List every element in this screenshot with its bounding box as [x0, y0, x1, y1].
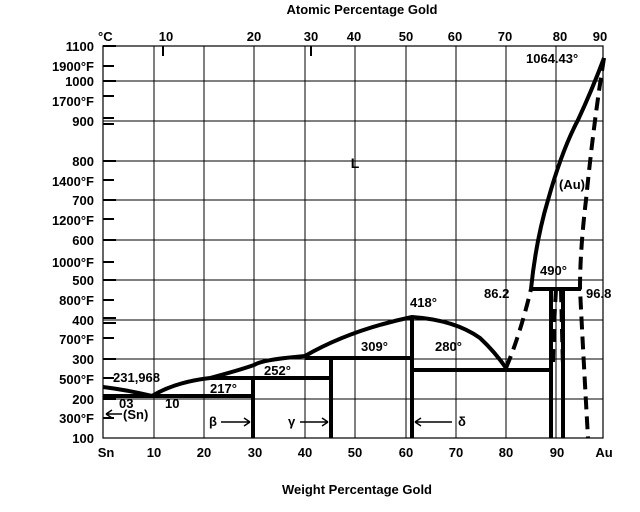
- beta-arrow-icon: [221, 417, 251, 427]
- liquidus-gamma: [209, 354, 306, 380]
- beta-label: β: [209, 414, 217, 429]
- bottom-tick-label: 90: [550, 445, 564, 460]
- peritectic-309-label: 309°: [361, 339, 388, 354]
- plot-frame: [102, 45, 604, 439]
- bottom-tick-label: 30: [248, 445, 262, 460]
- maximum-418-label: 418°: [410, 295, 437, 310]
- top-tick-label: 60: [448, 29, 462, 44]
- peritectic-252-label: 252°: [264, 363, 291, 378]
- celsius-tick-label: 800: [72, 154, 94, 169]
- phase-boundaries: [102, 57, 606, 439]
- bottom-tick-label: Sn: [98, 445, 115, 460]
- gamma-arrow-icon: [300, 417, 329, 427]
- liquidus-delta-dome: [303, 315, 508, 370]
- top-tick-label: 10: [159, 29, 173, 44]
- bottom-tick-label: Au: [595, 445, 612, 460]
- bottom-tick-label: 20: [197, 445, 211, 460]
- bottom-tick-label: 40: [298, 445, 312, 460]
- top-tick-labels: 10 20 30 40 50 60 70 80 90: [159, 29, 607, 44]
- temp-490-label: 490°: [540, 263, 567, 278]
- bottom-tick-label: 70: [449, 445, 463, 460]
- delta-label: δ: [458, 414, 466, 429]
- celsius-tick-label: 700: [72, 193, 94, 208]
- bottom-tick-labels: Sn 10 20 30 40 50 60 70 80 90 Au: [98, 445, 613, 460]
- celsius-tick-label: 100: [72, 431, 94, 446]
- bottom-tick-label: 10: [147, 445, 161, 460]
- delta-arrow-icon: [414, 417, 452, 427]
- fahrenheit-tick-label: 1400°F: [52, 174, 94, 189]
- fahrenheit-tick-label: 300°F: [59, 411, 94, 426]
- fahrenheit-tick-label: 500°F: [59, 372, 94, 387]
- sn-arrow-icon: [105, 409, 122, 419]
- fahrenheit-tick-label: 1000°F: [52, 255, 94, 270]
- fahrenheit-tick-label: 1900°F: [52, 59, 94, 74]
- sn-phase-label: (Sn): [123, 407, 148, 422]
- liquidus-au-side: [529, 57, 606, 290]
- fahrenheit-tick-label: 1700°F: [52, 94, 94, 109]
- eutectic-280-label: 280°: [435, 339, 462, 354]
- top-tick-label: 90: [593, 29, 607, 44]
- composition-10-label: 10: [165, 396, 179, 411]
- au-phase-label: (Au): [559, 177, 585, 192]
- celsius-tick-labels: 1100 1000 900 800 700 600 500 400 300 20…: [65, 39, 94, 446]
- celsius-tick-label: 400: [72, 313, 94, 328]
- top-tick-marks: [162, 46, 312, 56]
- horizontal-gridlines: [103, 80, 603, 400]
- bottom-axis-title: Weight Percentage Gold: [282, 482, 432, 497]
- bottom-tick-label: 80: [499, 445, 513, 460]
- fahrenheit-tick-label: 1200°F: [52, 213, 94, 228]
- composition-03-label: 03: [119, 396, 133, 411]
- au-melting-label: 1064.43°: [526, 51, 578, 66]
- celsius-tick-label: 300: [72, 352, 94, 367]
- phase-boundary-dashed-left: [551, 288, 558, 369]
- vertical-gridlines: [153, 46, 557, 438]
- liquidus-dashed: [504, 288, 533, 369]
- top-tick-label: 50: [399, 29, 413, 44]
- bottom-tick-label: 50: [348, 445, 362, 460]
- top-tick-label: 20: [247, 29, 261, 44]
- top-tick-label: 30: [304, 29, 318, 44]
- fahrenheit-tick-labels: 1900°F 1700°F 1400°F 1200°F 1000°F 800°F…: [52, 59, 94, 426]
- composition-96-8-label: 96.8: [586, 286, 611, 301]
- composition-86-2-label: 86.2: [484, 286, 509, 301]
- au-solidus-dashed: [577, 57, 606, 439]
- bottom-tick-label: 60: [399, 445, 413, 460]
- celsius-unit-label: °C: [98, 29, 113, 44]
- liquid-label: L: [351, 155, 360, 171]
- celsius-tick-label: 1000: [65, 74, 94, 89]
- liquidus-beta: [150, 376, 211, 398]
- eutectic-217-label: 217°: [210, 381, 237, 396]
- sn-melting-label: 231,968: [113, 370, 160, 385]
- gamma-label: γ: [288, 414, 296, 429]
- top-tick-label: 70: [498, 29, 512, 44]
- celsius-tick-label: 1100: [66, 39, 94, 54]
- top-tick-label: 80: [553, 29, 567, 44]
- fahrenheit-tick-label: 800°F: [59, 293, 94, 308]
- celsius-tick-label: 600: [72, 233, 94, 248]
- celsius-tick-label: 500: [72, 273, 94, 288]
- fahrenheit-tick-label: 700°F: [59, 332, 94, 347]
- left-tick-marks: [103, 45, 116, 419]
- celsius-tick-label: 900: [72, 114, 94, 129]
- celsius-tick-label: 200: [72, 392, 94, 407]
- top-tick-label: 40: [347, 29, 361, 44]
- top-axis-title: Atomic Percentage Gold: [287, 2, 438, 17]
